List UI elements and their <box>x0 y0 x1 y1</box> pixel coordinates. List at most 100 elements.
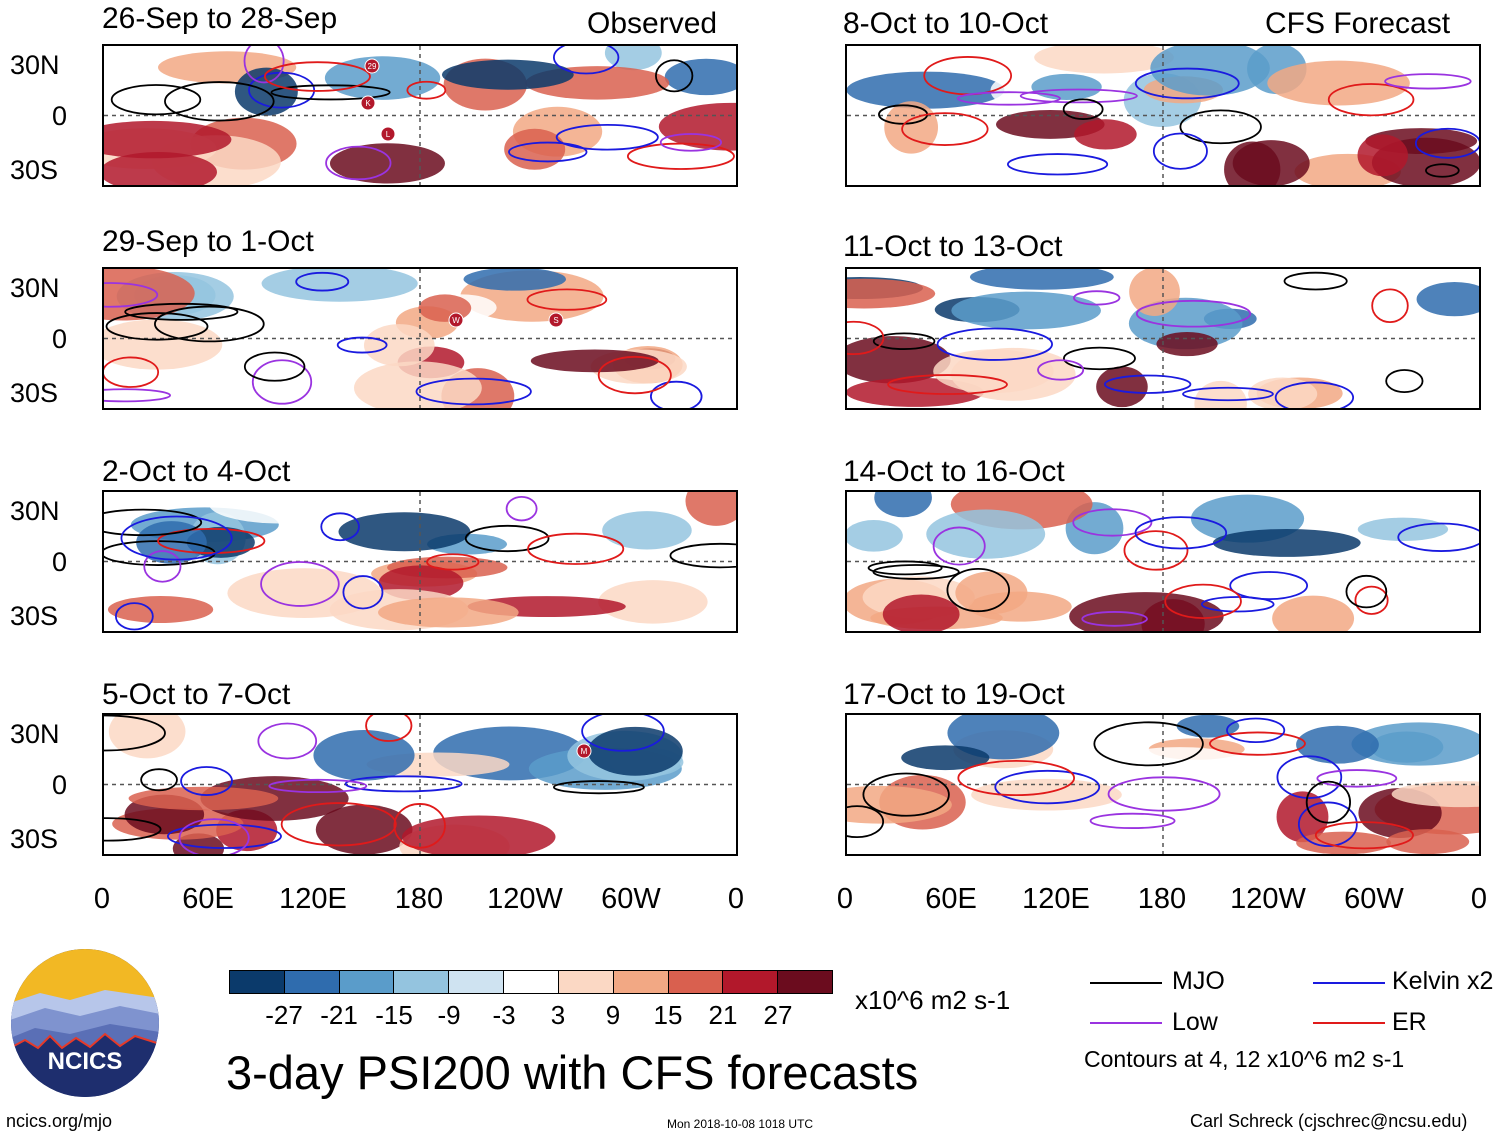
field-anomaly <box>1156 331 1218 357</box>
panel-title-forecast-4: 17-Oct to 19-Oct <box>843 678 1065 711</box>
lat-label-30s: 30S <box>10 824 59 854</box>
kelvin-contour <box>581 715 665 752</box>
field-anomaly <box>329 143 445 184</box>
lat-label-30n: 30N <box>10 719 60 749</box>
colorbar-tick: 3 <box>550 1000 566 1030</box>
er-contour <box>393 803 446 849</box>
field-anomaly <box>847 519 903 552</box>
mjo-contour <box>553 780 645 795</box>
er-contour <box>527 532 625 565</box>
er-contour <box>1123 530 1189 571</box>
low-contour <box>1081 611 1148 627</box>
er-contour <box>426 553 480 571</box>
mjo-contour <box>946 567 1010 613</box>
mjo-contour <box>847 805 885 839</box>
map-forecast-1 <box>845 44 1481 187</box>
map-field <box>104 492 736 631</box>
field-anomaly <box>1272 595 1355 631</box>
colorbar-swatch <box>284 971 340 993</box>
mjo-contour <box>1179 109 1262 145</box>
mjo-contour <box>124 302 239 321</box>
mjo-contour <box>104 817 162 842</box>
low-contour <box>178 818 250 854</box>
panel-title-forecast-3: 14-Oct to 16-Oct <box>843 455 1065 488</box>
storm-marker-label: L <box>386 130 391 139</box>
kelvin-contour <box>1414 127 1479 159</box>
panel-title-forecast-2: 11-Oct to 13-Oct <box>843 230 1063 263</box>
kelvin-contour <box>1152 132 1208 170</box>
field-anomaly <box>587 726 683 776</box>
legend-low-line <box>1090 1022 1162 1024</box>
field-anomaly <box>363 324 435 367</box>
mjo-contour <box>867 560 943 576</box>
lon-label: 60E <box>182 883 234 915</box>
low-contour <box>1089 812 1176 829</box>
colorbar-swatch <box>668 971 724 993</box>
legend-contours-note: Contours at 4, 12 x10^6 m2 s-1 <box>1084 1046 1405 1072</box>
low-contour <box>659 133 722 152</box>
map-observed-1: 29 K L <box>102 44 738 187</box>
panel-title-observed-3: 2-Oct to 4-Oct <box>102 455 291 488</box>
field-anomaly <box>602 511 692 550</box>
mjo-contour <box>1062 98 1104 120</box>
field-anomaly <box>530 349 659 373</box>
storm-marker-label: 29 <box>368 62 377 71</box>
field-anomaly <box>1248 377 1318 408</box>
lon-label: 0 <box>1470 883 1488 915</box>
kelvin-contour <box>415 377 532 406</box>
low-contour <box>505 495 538 522</box>
lon-label: 120E <box>1022 883 1090 915</box>
er-contour <box>887 374 1008 395</box>
map-field <box>847 715 1479 854</box>
lon-label: 120E <box>279 883 347 915</box>
field-anomaly <box>598 580 708 624</box>
field-anomaly <box>108 715 186 759</box>
storm-marker: L <box>380 126 396 142</box>
er-contour <box>597 355 672 395</box>
mjo-contour <box>110 84 202 116</box>
footer-url[interactable]: ncics.org/mjo <box>6 1111 113 1131</box>
er-contour <box>280 802 397 847</box>
colorbar-tick: 21 <box>708 1000 738 1030</box>
mjo-contour <box>1093 721 1204 767</box>
field-anomaly <box>107 596 214 623</box>
low-contour <box>1384 73 1472 90</box>
low-contour <box>257 722 318 760</box>
lat-label-30n: 30N <box>10 273 60 303</box>
kelvin-contour <box>120 515 233 561</box>
low-contour <box>268 778 368 794</box>
observed-header: Observed <box>587 7 718 40</box>
field-anomaly <box>1212 528 1361 557</box>
low-contour <box>1073 290 1121 306</box>
map-field <box>847 46 1479 185</box>
low-contour <box>932 526 986 566</box>
field-anomaly <box>463 269 566 291</box>
er-contour <box>365 715 413 742</box>
kelvin-contour <box>936 327 1053 361</box>
lat-label-30s: 30S <box>10 155 59 185</box>
mjo-contour <box>104 715 166 752</box>
kelvin-contour <box>114 602 154 631</box>
colorbar-swatch <box>449 971 505 993</box>
storm-marker: 29 <box>364 58 380 74</box>
field-anomaly <box>847 71 1005 109</box>
kelvin-contour <box>1006 153 1109 176</box>
kelvin-contour <box>336 336 388 354</box>
legend-low-label: Low <box>1172 1008 1218 1036</box>
mjo-contour <box>669 542 736 569</box>
low-contour <box>1019 88 1138 104</box>
field-anomaly <box>685 492 736 526</box>
field-anomaly <box>441 59 574 90</box>
mjo-contour <box>270 84 391 101</box>
colorbar-tick: 27 <box>763 1000 793 1030</box>
lon-label: 180 <box>394 883 444 915</box>
er-contour <box>104 356 160 388</box>
kelvin-contour <box>295 271 350 292</box>
field-anomaly <box>1267 60 1410 106</box>
colorbar-tick: 9 <box>605 1000 621 1030</box>
map-forecast-2 <box>845 267 1481 410</box>
lon-label: 60W <box>601 883 661 915</box>
er-contour <box>263 61 371 92</box>
